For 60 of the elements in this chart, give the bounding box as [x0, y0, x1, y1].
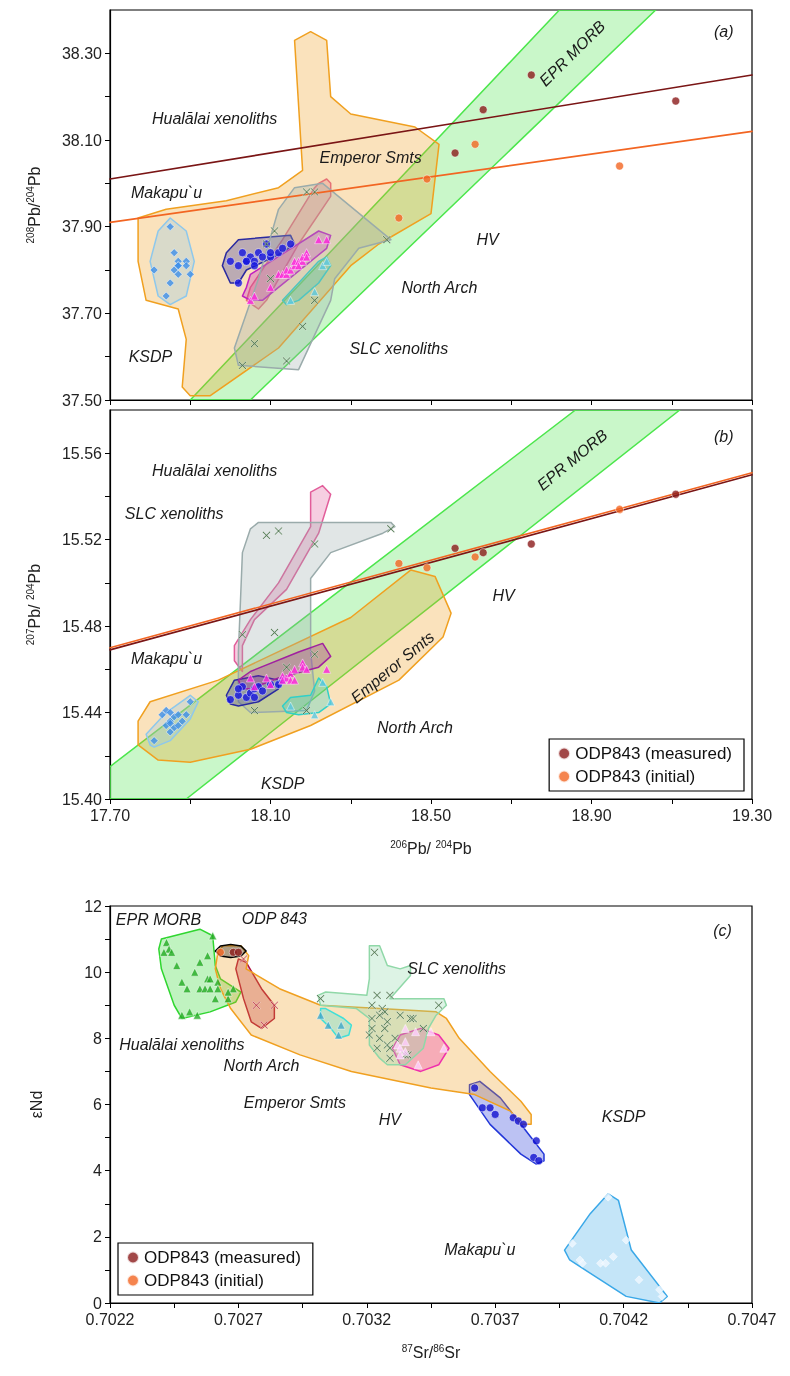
y-tick-label: 38.10	[61, 131, 103, 149]
annotation: HV	[492, 587, 516, 605]
y-tick-label: 0	[93, 1294, 103, 1312]
x-tick-label: 19.30	[731, 806, 773, 824]
y-tick-label: 37.50	[61, 391, 103, 409]
annotation: SLC xenoliths	[407, 960, 507, 978]
annotation: Makapu`u	[130, 183, 203, 201]
annotation: North Arch	[377, 719, 453, 737]
y-axis-title: 208Pb/204Pb	[24, 166, 43, 244]
x-tick-label: 17.70	[89, 806, 131, 824]
annotation: (c)	[713, 921, 732, 939]
annotation: Hualālai xenoliths	[119, 1036, 245, 1054]
y-tick-label: 37.70	[61, 304, 103, 322]
y-tick-label: 15.40	[61, 790, 103, 808]
annotation: Emperor Smts	[319, 148, 422, 166]
y-tick-label: 4	[93, 1162, 103, 1180]
y-tick-label: 15.56	[61, 444, 103, 462]
y-tick-label: 15.48	[61, 617, 103, 635]
annotation: (b)	[713, 427, 734, 445]
y-tick-label: 38.30	[61, 44, 103, 62]
y-tick-label: 2	[93, 1228, 103, 1246]
y-tick-label: 6	[93, 1096, 103, 1113]
annotation: HV	[378, 1110, 403, 1128]
annotation: HV	[476, 231, 500, 249]
annotation: Hualālai xenoliths	[151, 109, 278, 127]
x-tick-label: 0.7037	[470, 1310, 520, 1328]
legend-label: ODP843 (measured)	[575, 744, 732, 763]
annotation: ODP 843	[241, 910, 308, 928]
y-tick-label: 10	[84, 963, 103, 981]
x-tick-label: 0.7022	[85, 1310, 135, 1328]
x-tick-label: 0.7032	[342, 1310, 392, 1328]
y-tick-label: 15.44	[61, 704, 103, 722]
annotation: KSDP	[601, 1107, 646, 1125]
annotation: SLC xenoliths	[349, 339, 449, 357]
annotation: North Arch	[223, 1057, 300, 1075]
x-tick-label: 18.50	[410, 806, 452, 824]
x-tick-label: 0.7027	[213, 1310, 263, 1328]
annotation: North Arch	[401, 278, 478, 296]
y-axis-title: εNd	[27, 1090, 45, 1119]
annotation: KSDP	[128, 348, 173, 366]
y-tick-label: 8	[93, 1029, 103, 1047]
annotation: Emperor Smts	[243, 1094, 347, 1112]
annotation: EPR MORB	[115, 911, 202, 929]
y-axis-title: 207Pb/ 204Pb	[24, 563, 43, 646]
x-tick-label: 18.90	[571, 806, 612, 824]
x-tick-label: 0.7047	[727, 1310, 777, 1328]
annotation: Makapu`u	[130, 650, 203, 668]
legend-label: ODP843 (measured)	[144, 1248, 301, 1267]
annotation: SLC xenoliths	[124, 505, 224, 523]
x-tick-label: 18.10	[250, 806, 291, 824]
legend-label: ODP843 (initial)	[575, 767, 696, 786]
y-tick-label: 37.90	[61, 218, 103, 236]
x-tick-label: 0.7042	[599, 1310, 649, 1328]
y-tick-label: 12	[84, 897, 103, 915]
legend-label: ODP843 (initial)	[144, 1271, 264, 1290]
y-tick-label: 15.52	[61, 531, 103, 549]
annotation: KSDP	[260, 775, 305, 793]
annotation: Makapu`u	[444, 1240, 516, 1258]
annotation: (a)	[713, 23, 734, 41]
annotation: Hualālai xenoliths	[151, 462, 278, 480]
